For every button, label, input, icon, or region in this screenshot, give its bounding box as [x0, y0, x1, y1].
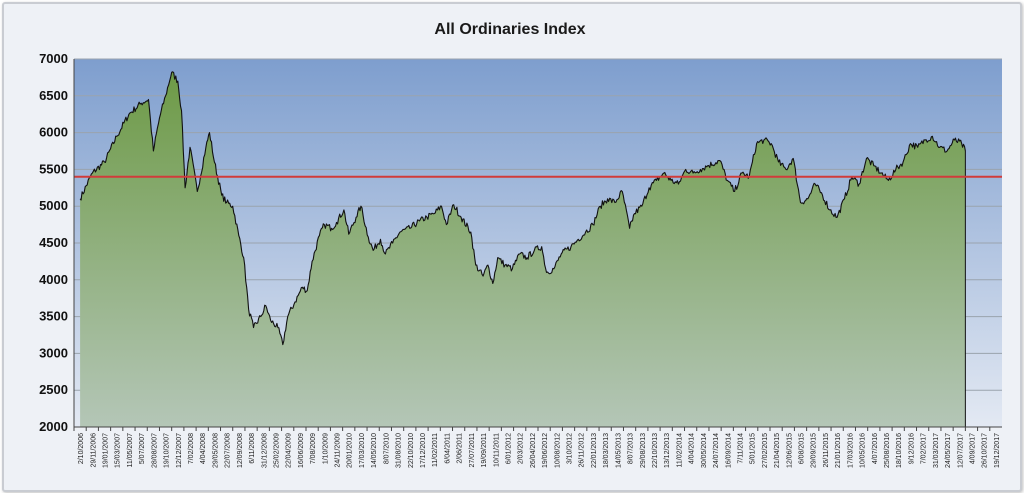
x-tick-label: 14/05/2010 — [371, 433, 378, 468]
x-tick-label: 29/11/2006 — [90, 433, 97, 468]
x-tick-label: 4/04/2008 — [200, 433, 207, 464]
x-tick-label: 6/04/2011 — [444, 433, 451, 464]
x-tick-label: 26/11/2015 — [823, 433, 830, 468]
x-tick-label: 22/04/2009 — [286, 433, 293, 468]
x-tick-label: 28/08/2007 — [151, 433, 158, 468]
x-tick-label: 24/11/2009 — [335, 433, 342, 468]
x-tick-label: 29/08/2013 — [640, 433, 647, 468]
x-tick-label: 22/10/2010 — [408, 433, 415, 468]
x-tick-label: 12/07/2017 — [957, 433, 964, 468]
y-tick-label: 3500 — [39, 309, 68, 324]
x-tick-label: 7/11/2014 — [737, 433, 744, 464]
chart-title: All Ordinaries Index — [434, 21, 585, 38]
x-tick-label: 12/06/2015 — [786, 433, 793, 468]
y-tick-label: 5000 — [39, 198, 68, 213]
x-tick-label: 21/01/2016 — [835, 433, 842, 468]
x-tick-label: 19/10/2007 — [164, 433, 171, 468]
x-tick-label: 6/11/2008 — [249, 433, 256, 464]
x-tick-label: 11/05/2007 — [127, 433, 134, 468]
x-tick-label: 8/07/2013 — [628, 433, 635, 464]
x-tick-label: 6/08/2015 — [799, 433, 806, 464]
x-tick-label: 27/07/2011 — [469, 433, 476, 468]
x-tick-label: 14/05/2013 — [615, 433, 622, 468]
x-tick-label: 27/02/2015 — [762, 433, 769, 468]
series-layer — [74, 71, 1002, 428]
x-tick-label: 10/05/2016 — [860, 433, 867, 468]
y-tick-label: 7000 — [39, 51, 68, 66]
index-line — [79, 71, 966, 346]
y-tick-label: 5500 — [39, 161, 68, 176]
x-tick-label: 7/02/2017 — [921, 433, 928, 464]
x-tick-label: 31/08/2010 — [396, 433, 403, 468]
y-tick-label: 4000 — [39, 272, 68, 287]
x-tick-label: 7/08/2009 — [310, 433, 317, 464]
x-tick-label: 15/03/2007 — [115, 433, 122, 468]
x-tick-label: 19/01/2007 — [103, 433, 110, 468]
x-tick-label: 26/04/2012 — [530, 433, 537, 468]
y-tick-label: 6500 — [39, 88, 68, 103]
x-tick-label: 11/02/2014 — [676, 433, 683, 468]
x-tick-label: 31/12/2008 — [261, 433, 268, 468]
y-tick-label: 2000 — [39, 419, 68, 434]
x-tick-label: 22/01/2013 — [591, 433, 598, 468]
x-tick-label: 18/10/2016 — [896, 433, 903, 468]
x-tick-label: 10/08/2012 — [554, 433, 561, 468]
x-tick-label: 25/02/2009 — [273, 433, 280, 468]
x-tick-label: 29/05/2008 — [212, 433, 219, 468]
x-tick-label: 7/02/2008 — [188, 433, 195, 464]
x-tick-label: 31/03/2017 — [933, 433, 940, 468]
x-tick-label: 29/09/2015 — [811, 433, 818, 468]
x-tick-label: 19/12/2017 — [994, 433, 1001, 468]
x-tick-label: 2/03/2012 — [518, 433, 525, 464]
x-tick-label: 22/10/2013 — [652, 433, 659, 468]
index-area — [80, 71, 966, 428]
x-tick-label: 17/12/2010 — [420, 433, 427, 468]
x-tick-label: 26/11/2012 — [579, 433, 586, 468]
x-tick-label: 12/12/2007 — [176, 433, 183, 468]
x-tick-label: 17/03/2010 — [359, 433, 366, 468]
x-tick-label: 25/08/2016 — [884, 433, 891, 468]
x-tick-label: 2/06/2011 — [457, 433, 464, 464]
y-tick-label: 3000 — [39, 345, 68, 360]
x-tick-label: 30/05/2014 — [701, 433, 708, 468]
x-tick-label: 17/03/2016 — [847, 433, 854, 468]
y-tick-label: 4500 — [39, 235, 68, 250]
x-tick-label: 22/07/2008 — [225, 433, 232, 468]
x-tick-label: 24/05/2017 — [945, 433, 952, 468]
x-tick-label: 4/04/2014 — [689, 433, 696, 464]
x-tick-label: 1/10/2009 — [322, 433, 329, 464]
x-tick-label: 13/12/2013 — [664, 433, 671, 468]
x-tick-label: 3/10/2012 — [567, 433, 574, 464]
x-tick-label: 20/01/2010 — [347, 433, 354, 468]
x-tick-label: 4/09/2017 — [969, 433, 976, 464]
y-axis-ticks: 2000 2500 3000 3500 4000 4500 5000 5500 6000 6500… — [39, 51, 68, 434]
x-tick-label: 10/11/2011 — [493, 433, 500, 467]
x-tick-label: 16/06/2009 — [298, 433, 305, 468]
x-tick-label: 19/09/2011 — [481, 433, 488, 468]
x-tick-label: 6/01/2012 — [505, 433, 512, 464]
x-tick-label: 16/09/2014 — [725, 433, 732, 468]
x-tick-label: 24/07/2014 — [713, 433, 720, 468]
x-tick-label: 19/06/2012 — [542, 433, 549, 468]
y-tick-label: 6000 — [39, 125, 68, 140]
x-tick-label: 8/07/2010 — [383, 433, 390, 464]
x-tick-label: 21/04/2015 — [774, 433, 781, 468]
x-tick-label: 18/03/2013 — [603, 433, 610, 468]
x-tick-label: 4/07/2016 — [872, 433, 879, 464]
x-tick-label: 11/02/2011 — [432, 433, 439, 467]
x-tick-label: 5/01/2015 — [750, 433, 757, 464]
x-tick-label: 9/12/2016 — [908, 433, 915, 464]
y-tick-label: 2500 — [39, 382, 68, 397]
x-tick-label: 12/09/2008 — [237, 433, 244, 468]
x-tick-label: 26/10/2017 — [982, 433, 989, 468]
x-tick-label: 2/10/2006 — [78, 433, 85, 464]
x-tick-label: 5/07/2007 — [139, 433, 146, 464]
x-axis-ticks: 2/10/2006 29/11/2006 19/01/2007 15/03/2007 1… — [73, 427, 1001, 468]
